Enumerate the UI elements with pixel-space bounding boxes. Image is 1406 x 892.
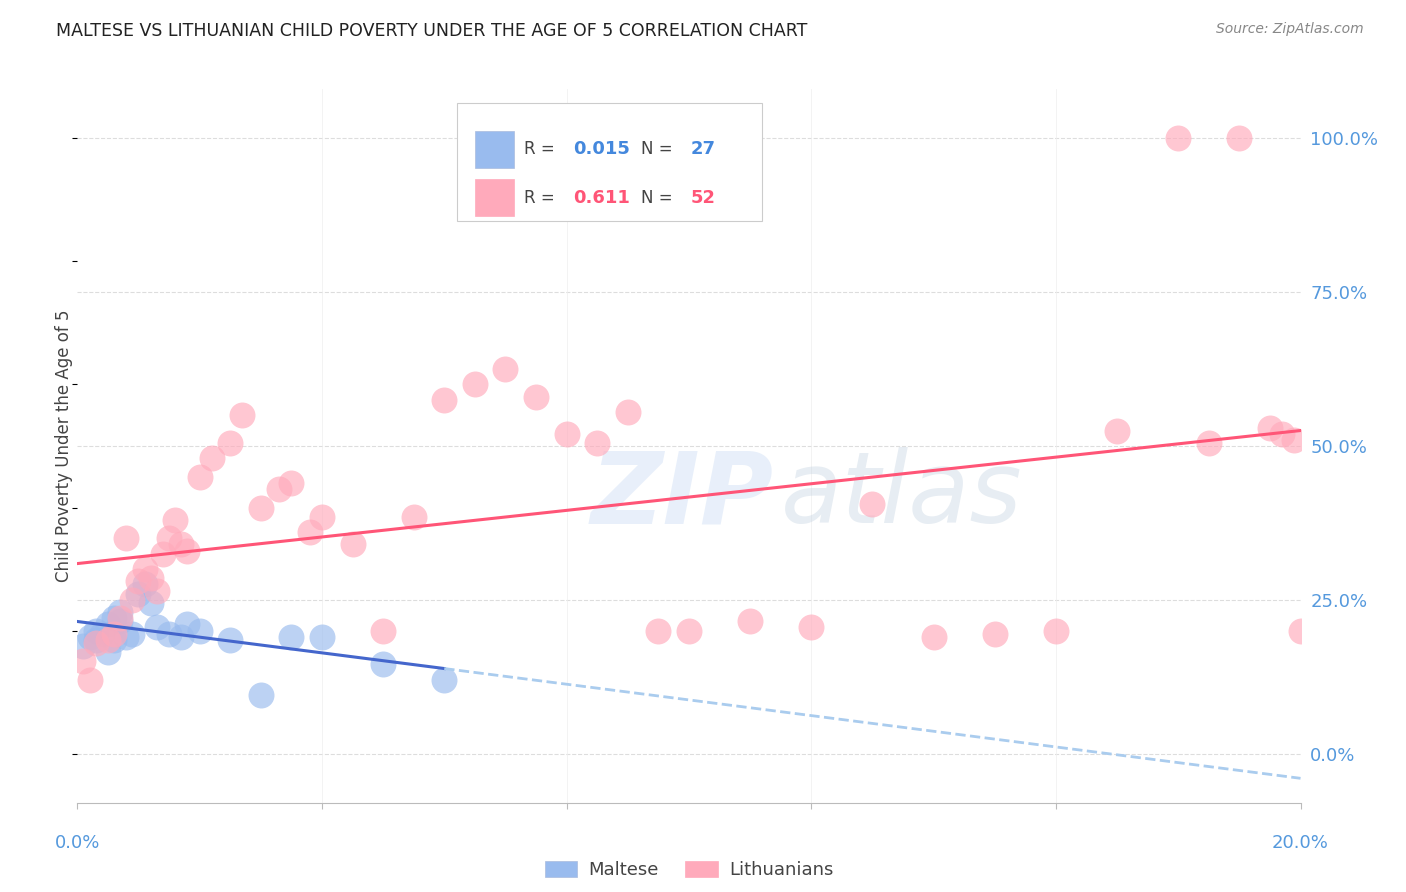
Point: [524, 390, 547, 404]
Point: [108, 611, 131, 625]
Point: [280, 630, 302, 644]
Text: N =: N =: [641, 140, 678, 158]
Point: [984, 626, 1007, 640]
Text: MALTESE VS LITHUANIAN CHILD POVERTY UNDER THE AGE OF 5 CORRELATION CHART: MALTESE VS LITHUANIAN CHILD POVERTY UNDE…: [56, 22, 807, 40]
Point: [1284, 433, 1306, 447]
Point: [219, 436, 242, 450]
Point: [84, 632, 107, 647]
Point: [219, 632, 242, 647]
Point: [1229, 131, 1251, 145]
Point: [617, 405, 640, 419]
Text: 0.015: 0.015: [572, 140, 630, 158]
Point: [188, 469, 211, 483]
Point: [84, 624, 107, 638]
Point: [433, 673, 456, 687]
Text: 0.611: 0.611: [572, 189, 630, 207]
Point: [170, 537, 193, 551]
Point: [1107, 424, 1129, 438]
Point: [176, 617, 198, 632]
Point: [97, 645, 120, 659]
Point: [1271, 426, 1294, 441]
Point: [115, 630, 138, 644]
Point: [103, 611, 125, 625]
Point: [342, 537, 364, 551]
Point: [146, 583, 169, 598]
Point: [371, 657, 394, 672]
Y-axis label: Child Poverty Under the Age of 5: Child Poverty Under the Age of 5: [55, 310, 73, 582]
Point: [586, 436, 609, 450]
Point: [72, 654, 94, 668]
FancyBboxPatch shape: [475, 130, 515, 168]
Point: [146, 620, 169, 634]
Point: [97, 632, 120, 647]
FancyBboxPatch shape: [457, 103, 762, 221]
Text: 0.0%: 0.0%: [55, 834, 100, 852]
Point: [678, 624, 700, 638]
Point: [1198, 436, 1220, 450]
Point: [647, 624, 669, 638]
Point: [103, 626, 125, 640]
Point: [1167, 131, 1189, 145]
Point: [157, 626, 180, 640]
Point: [97, 617, 120, 632]
Point: [103, 632, 125, 647]
Point: [311, 630, 333, 644]
Point: [90, 626, 112, 640]
Point: [139, 596, 162, 610]
Legend: Maltese, Lithuanians: Maltese, Lithuanians: [537, 854, 841, 887]
Point: [165, 513, 187, 527]
Point: [152, 547, 174, 561]
Point: [298, 525, 321, 540]
Text: Source: ZipAtlas.com: Source: ZipAtlas.com: [1216, 22, 1364, 37]
Point: [157, 531, 180, 545]
Text: 52: 52: [690, 189, 716, 207]
Point: [108, 615, 131, 629]
Point: [231, 409, 253, 423]
Text: R =: R =: [524, 189, 560, 207]
Point: [176, 543, 198, 558]
Text: ZIP: ZIP: [591, 448, 775, 544]
Point: [121, 592, 143, 607]
Point: [740, 615, 762, 629]
Text: atlas: atlas: [780, 448, 1022, 544]
Point: [250, 500, 273, 515]
Point: [250, 688, 273, 702]
Point: [311, 509, 333, 524]
Point: [121, 626, 143, 640]
Point: [862, 498, 884, 512]
Point: [1045, 624, 1067, 638]
Point: [134, 562, 156, 576]
Point: [555, 426, 578, 441]
Point: [108, 605, 131, 619]
Point: [464, 377, 486, 392]
Point: [1289, 624, 1312, 638]
Point: [433, 392, 456, 407]
Point: [922, 630, 945, 644]
Point: [115, 531, 138, 545]
Point: [72, 639, 94, 653]
Point: [84, 636, 107, 650]
Text: 20.0%: 20.0%: [1272, 834, 1329, 852]
Point: [79, 630, 101, 644]
Point: [79, 673, 101, 687]
Text: N =: N =: [641, 189, 678, 207]
Point: [170, 630, 193, 644]
Point: [1258, 420, 1281, 434]
Point: [495, 362, 517, 376]
Point: [128, 574, 150, 589]
Point: [128, 587, 150, 601]
Point: [402, 509, 425, 524]
Point: [280, 475, 302, 490]
Text: R =: R =: [524, 140, 560, 158]
Point: [800, 620, 823, 634]
Point: [139, 571, 162, 585]
Point: [269, 482, 291, 496]
Text: 27: 27: [690, 140, 716, 158]
Point: [134, 577, 156, 591]
Point: [371, 624, 394, 638]
FancyBboxPatch shape: [475, 179, 515, 216]
Point: [188, 624, 211, 638]
Point: [201, 451, 224, 466]
